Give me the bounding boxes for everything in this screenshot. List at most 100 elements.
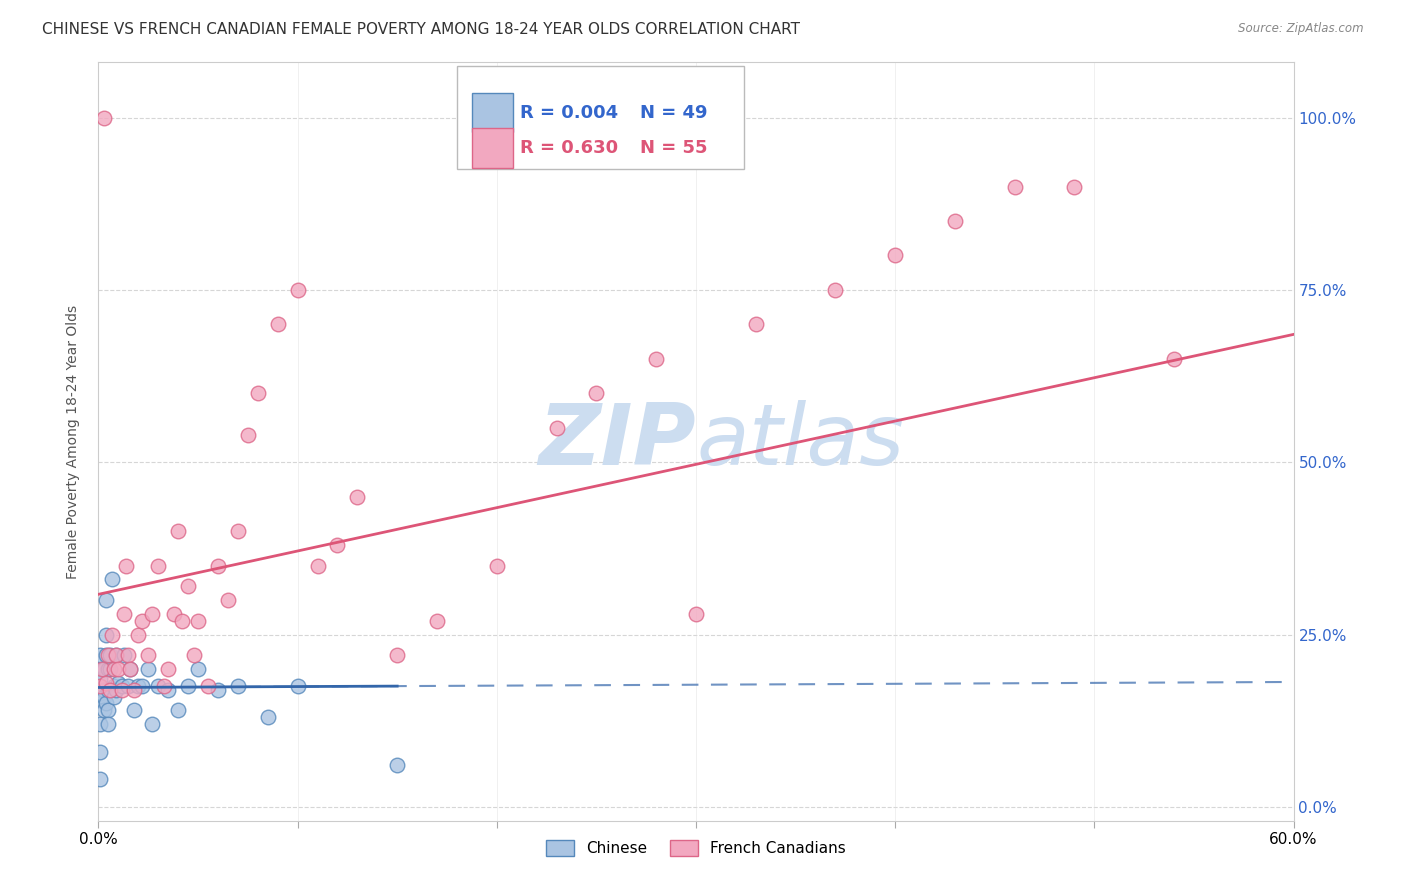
Point [89, 673, 111, 687]
Point [96, 675, 118, 690]
Point [97, 717, 120, 731]
Point [89, 662, 111, 676]
Point [187, 614, 209, 628]
Point [226, 524, 249, 538]
Point [884, 248, 907, 262]
Point [93, 703, 115, 717]
Point [267, 318, 290, 332]
Point [246, 386, 269, 401]
Point [89, 648, 111, 663]
Point [89, 772, 111, 787]
FancyBboxPatch shape [472, 128, 513, 168]
Point [105, 648, 128, 663]
Point [120, 662, 142, 676]
Point [93, 690, 115, 704]
Legend: Chinese, French Canadians: Chinese, French Canadians [540, 834, 852, 863]
Point [172, 614, 194, 628]
Point [111, 679, 134, 693]
Point [131, 614, 153, 628]
Point [93, 111, 115, 125]
Point [96, 593, 118, 607]
Point [117, 648, 139, 663]
Point [157, 682, 180, 697]
Point [585, 386, 607, 401]
FancyBboxPatch shape [472, 93, 513, 132]
Point [97, 662, 120, 676]
Point [1004, 179, 1026, 194]
Point [287, 283, 309, 297]
Point [546, 421, 568, 435]
Point [148, 558, 170, 573]
Text: R = 0.004: R = 0.004 [520, 103, 619, 121]
Text: N = 49: N = 49 [640, 103, 707, 121]
Point [124, 682, 146, 697]
Point [236, 427, 259, 442]
Point [183, 648, 205, 663]
Point [326, 538, 349, 552]
Point [124, 703, 146, 717]
Point [153, 679, 176, 693]
Point [97, 682, 120, 697]
Point [89, 717, 111, 731]
Point [89, 686, 111, 700]
Text: R = 0.630: R = 0.630 [520, 139, 619, 157]
Point [115, 558, 138, 573]
Point [89, 679, 111, 693]
Text: CHINESE VS FRENCH CANADIAN FEMALE POVERTY AMONG 18-24 YEAR OLDS CORRELATION CHAR: CHINESE VS FRENCH CANADIAN FEMALE POVERT… [42, 22, 800, 37]
Point [177, 579, 200, 593]
Point [117, 679, 139, 693]
Point [105, 648, 128, 663]
Y-axis label: Female Poverty Among 18-24 Year Olds: Female Poverty Among 18-24 Year Olds [66, 304, 80, 579]
Point [645, 351, 668, 366]
Point [141, 717, 163, 731]
Point [287, 679, 309, 693]
Point [167, 703, 190, 717]
Point [943, 214, 966, 228]
Point [167, 524, 190, 538]
Point [89, 679, 111, 693]
Point [98, 682, 122, 697]
Point [89, 745, 111, 759]
Point [148, 679, 170, 693]
Point [96, 627, 118, 641]
Point [426, 614, 449, 628]
Point [217, 593, 239, 607]
Point [127, 679, 149, 693]
Point [89, 693, 111, 707]
Point [93, 662, 115, 676]
Point [127, 627, 149, 641]
Point [112, 607, 135, 621]
Point [112, 648, 135, 663]
Point [96, 648, 118, 663]
Point [346, 490, 368, 504]
Point [141, 607, 163, 621]
Point [111, 682, 134, 697]
FancyBboxPatch shape [457, 66, 744, 169]
Point [136, 662, 159, 676]
Point [105, 682, 128, 697]
Point [98, 662, 122, 676]
Point [97, 648, 120, 663]
Point [107, 662, 129, 676]
Point [177, 679, 200, 693]
Point [745, 318, 768, 332]
Point [163, 607, 186, 621]
Point [157, 662, 180, 676]
Point [307, 558, 329, 573]
Text: N = 55: N = 55 [640, 139, 707, 157]
Point [107, 675, 129, 690]
Point [103, 662, 125, 676]
Point [89, 682, 111, 697]
Point [91, 662, 114, 676]
Point [103, 679, 125, 693]
Point [207, 558, 229, 573]
Point [96, 697, 118, 711]
Point [101, 627, 124, 641]
Point [824, 283, 846, 297]
Point [187, 662, 209, 676]
Point [120, 662, 142, 676]
Point [685, 607, 707, 621]
Point [256, 710, 278, 724]
Point [98, 648, 122, 663]
Point [485, 558, 508, 573]
